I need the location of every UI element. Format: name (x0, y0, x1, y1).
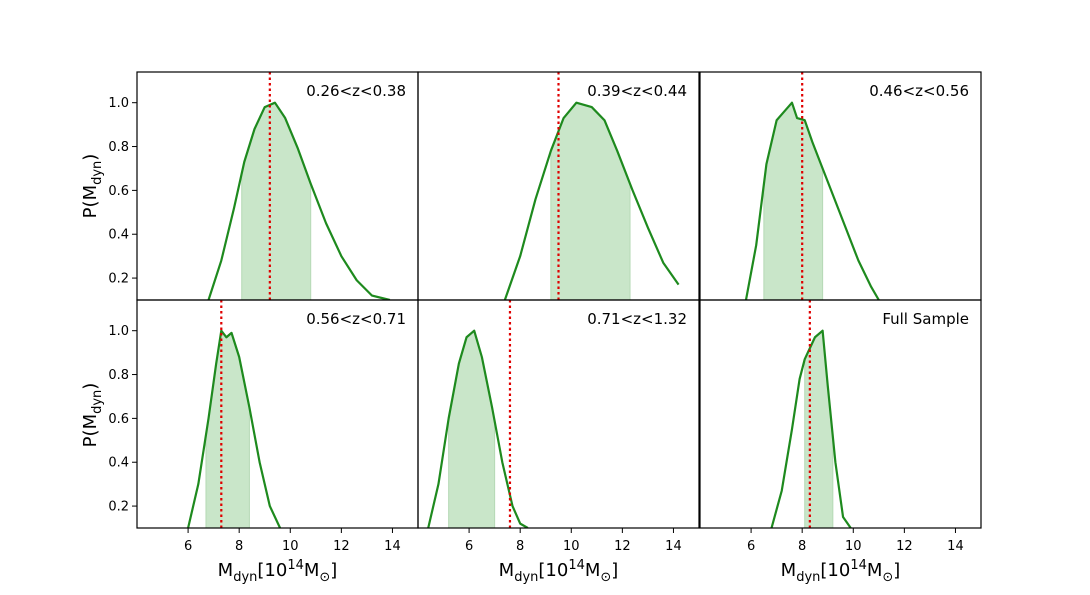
y-tick-label: 0.6 (108, 412, 129, 427)
panel-2: 0.39<z<0.44 (417, 71, 700, 301)
x-tick-label: 8 (798, 539, 806, 554)
panel-3: 0.46<z<0.56 (699, 71, 982, 301)
panel-5: 0.71<z<1.32 6 8 10 12 14 Mdyn[1014M⊙] (417, 299, 700, 585)
y-tick-label: 0.4 (108, 228, 129, 243)
posterior-curve (187, 329, 282, 528)
y-axis-label-top: P(Mdyn) (80, 154, 105, 219)
x-tick-label: 14 (384, 539, 401, 554)
credible-band (550, 102, 631, 300)
posterior-curve (503, 101, 680, 300)
x-tick-label: 8 (516, 539, 524, 554)
plot-area (187, 300, 282, 528)
x-tick-label: 6 (747, 539, 755, 554)
panel-label: 0.26<z<0.38 (306, 82, 406, 100)
plot-area (744, 72, 880, 300)
x-tick-label: 10 (563, 539, 580, 554)
x-tick-label: 10 (282, 539, 299, 554)
y-tick-label: 0.2 (108, 500, 129, 515)
posterior-curve (770, 329, 852, 528)
posterior-curve (744, 101, 880, 300)
panel-6: Full Sample 6 8 10 12 14 Mdyn[1014M⊙] (699, 299, 982, 585)
plot-area (207, 72, 391, 300)
y-tick-label: 0.8 (108, 140, 129, 155)
y-tick-label: 1.0 (108, 96, 129, 111)
panel-4: 0.56<z<0.71 0.2 0.4 0.6 0.8 1.0 6 8 10 12 14 Mdyn[1… (108, 299, 419, 585)
panel-label: 0.71<z<1.32 (587, 310, 687, 328)
y-tick-label: 0.8 (108, 368, 129, 383)
plot-area (503, 72, 680, 300)
x-tick-label: 6 (184, 539, 192, 554)
x-axis-label: Mdyn[1014M⊙] (218, 558, 338, 585)
panel-frame (699, 299, 982, 529)
credible-band (763, 101, 824, 300)
panel-frame (417, 299, 700, 529)
panel-label: 0.46<z<0.56 (869, 82, 969, 100)
panel-label: 0.39<z<0.44 (587, 82, 687, 100)
x-tick-label: 12 (896, 539, 913, 554)
x-axis-label: Mdyn[1014M⊙] (781, 558, 901, 585)
panel-frame (136, 299, 419, 529)
credible-band (448, 329, 496, 528)
posterior-curve (207, 101, 391, 300)
credible-band (241, 102, 312, 300)
panel-1: 0.26<z<0.38 0.2 0.4 0.6 0.8 1.0 (108, 71, 419, 301)
panel-label: 0.56<z<0.71 (306, 310, 406, 328)
y-axis-label-bottom: P(Mdyn) (80, 383, 105, 448)
panel-frame (699, 71, 982, 301)
x-axis-label: Mdyn[1014M⊙] (499, 558, 619, 585)
plot-area (427, 300, 529, 528)
x-tick-label: 6 (465, 539, 473, 554)
x-tick-label: 14 (665, 539, 682, 554)
y-tick-label: 0.2 (108, 272, 129, 287)
x-tick-label: 8 (235, 539, 243, 554)
x-tick-label: 12 (333, 539, 350, 554)
x-tick-label: 14 (947, 539, 964, 554)
x-tick-label: 12 (614, 539, 631, 554)
posterior-curve (427, 329, 529, 528)
y-tick-label: 1.0 (108, 324, 129, 339)
y-tick-label: 0.6 (108, 184, 129, 199)
y-tick-label: 0.4 (108, 456, 129, 471)
panel-label: Full Sample (882, 310, 969, 328)
x-tick-label: 10 (845, 539, 862, 554)
credible-band (205, 329, 250, 528)
plot-area (770, 300, 852, 528)
panels-layer: 0.26<z<0.38 0.2 0.4 0.6 0.8 1.0 0.39<z<0.44 0.4… (108, 71, 982, 585)
